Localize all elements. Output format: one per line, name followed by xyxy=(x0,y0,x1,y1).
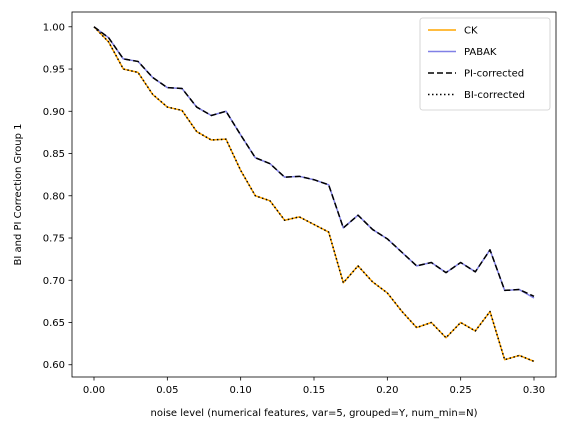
y-tick-label: 0.85 xyxy=(43,149,65,160)
plot-lines xyxy=(93,26,535,363)
x-tick-label: 0.20 xyxy=(376,385,398,396)
x-tick-label: 0.00 xyxy=(83,385,105,396)
x-tick-label: 0.05 xyxy=(156,385,178,396)
x-tick-label: 0.15 xyxy=(303,385,325,396)
x-tick-label: 0.25 xyxy=(450,385,472,396)
legend-label-pabak: PABAK xyxy=(464,47,497,58)
legend-label-pi-corrected: PI-corrected xyxy=(464,69,524,80)
y-tick-label: 0.80 xyxy=(43,191,65,202)
y-axis-label: BI and PI Correction Group 1 xyxy=(13,123,24,265)
legend-label-ck: CK xyxy=(464,26,478,37)
x-axis: 0.00 0.05 0.10 0.15 0.20 0.25 0.30 xyxy=(83,377,545,396)
legend-box xyxy=(419,17,551,111)
y-tick-label: 0.70 xyxy=(43,276,65,287)
x-tick-label: 0.10 xyxy=(230,385,252,396)
y-tick-label: 0.95 xyxy=(43,65,65,76)
y-tick-label: 0.75 xyxy=(43,234,65,245)
y-tick-label: 0.65 xyxy=(43,318,65,329)
legend-label-bi-corrected: BI-corrected xyxy=(464,90,525,101)
x-tick-label: 0.30 xyxy=(523,385,545,396)
series-line-bi-corrected xyxy=(93,26,535,363)
series-line-pi-corrected xyxy=(93,26,535,297)
y-tick-label: 0.90 xyxy=(43,107,65,118)
legend: CK PABAK PI-corrected BI-corrected xyxy=(419,17,551,111)
y-axis: 0.60 0.65 0.70 0.75 0.80 0.85 0.90 0.95 1.00 xyxy=(43,22,72,371)
x-axis-label: noise level (numerical features, var=5, … xyxy=(150,408,477,419)
y-tick-label: 0.60 xyxy=(43,360,65,371)
y-tick-label: 1.00 xyxy=(43,22,65,33)
